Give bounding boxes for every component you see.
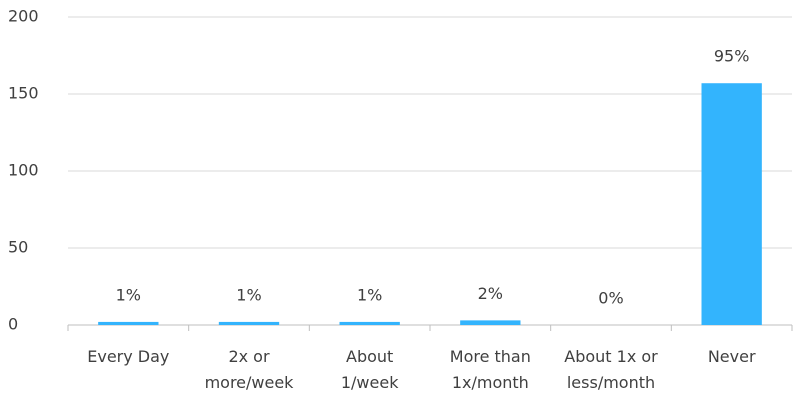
x-tick-label-line: 1x/month [452,373,529,392]
x-tick-label-line: 2x or [228,347,270,366]
x-tick-label: Never [708,347,756,366]
y-tick-label: 150 [8,84,39,103]
bar [218,321,280,325]
data-label: 1% [236,285,261,304]
bar [701,83,762,325]
x-tick-label-line: More than [450,347,531,366]
data-label: 0% [598,289,623,308]
bar [339,321,400,325]
x-tick-label: 2x or more/week [205,347,295,392]
y-tick-label: 100 [8,161,39,180]
x-tick-label: Every Day [87,347,169,366]
x-tick-label-line: About 1x or [564,347,658,366]
data-label: 2% [478,284,503,303]
x-tick-label-line: less/month [567,373,655,392]
data-label: 1% [357,285,382,304]
x-tick-label-line: 1/week [341,373,399,392]
y-tick-label: 200 [8,7,39,26]
x-tick-label: About 1/week [341,347,399,392]
y-tick-label: 0 [8,315,18,334]
bar [460,320,521,325]
x-tick-label: More than 1x/month [450,347,531,392]
data-label: 95% [714,47,750,66]
data-label: 1% [116,285,141,304]
x-tick-label-line: Never [708,347,756,366]
y-tick-label: 50 [8,238,28,257]
x-tick-label: About 1x or less/month [564,347,658,392]
x-tick-label-line: Every Day [87,347,169,366]
x-tick-label-line: About [346,347,393,366]
x-tick-label-line: more/week [205,373,295,392]
bar [98,321,159,325]
